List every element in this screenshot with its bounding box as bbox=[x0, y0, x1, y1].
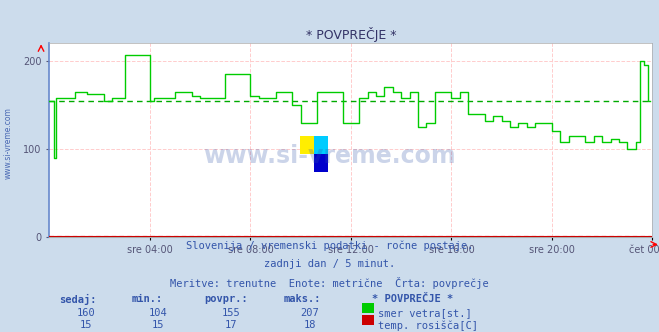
Text: smer vetra[st.]: smer vetra[st.] bbox=[378, 308, 472, 318]
Bar bbox=[300, 136, 314, 154]
Text: sedaj:: sedaj: bbox=[59, 294, 97, 305]
Text: min.:: min.: bbox=[132, 294, 163, 304]
Title: * POVPREČJE *: * POVPREČJE * bbox=[306, 27, 396, 42]
Text: 160: 160 bbox=[76, 308, 95, 318]
Text: Slovenija / vremenski podatki - ročne postaje.: Slovenija / vremenski podatki - ročne po… bbox=[186, 241, 473, 251]
Text: www.si-vreme.com: www.si-vreme.com bbox=[203, 144, 456, 168]
Polygon shape bbox=[314, 136, 328, 154]
Text: 207: 207 bbox=[301, 308, 319, 318]
Text: www.si-vreme.com: www.si-vreme.com bbox=[4, 107, 13, 179]
Text: * POVPREČJE *: * POVPREČJE * bbox=[372, 294, 453, 304]
Text: 18: 18 bbox=[304, 320, 316, 330]
Text: zadnji dan / 5 minut.: zadnji dan / 5 minut. bbox=[264, 259, 395, 269]
Text: 17: 17 bbox=[225, 320, 237, 330]
Text: 155: 155 bbox=[221, 308, 240, 318]
Text: maks.:: maks.: bbox=[283, 294, 321, 304]
Bar bbox=[314, 154, 328, 172]
Text: 15: 15 bbox=[80, 320, 92, 330]
Text: povpr.:: povpr.: bbox=[204, 294, 248, 304]
Text: 104: 104 bbox=[149, 308, 167, 318]
Text: temp. rosišča[C]: temp. rosišča[C] bbox=[378, 320, 478, 331]
Text: Meritve: trenutne  Enote: metrične  Črta: povprečje: Meritve: trenutne Enote: metrične Črta: … bbox=[170, 277, 489, 289]
Text: 15: 15 bbox=[152, 320, 164, 330]
